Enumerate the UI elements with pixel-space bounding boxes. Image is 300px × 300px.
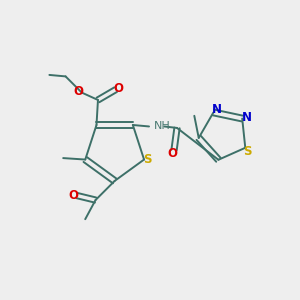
Text: N: N — [212, 103, 221, 116]
Text: O: O — [114, 82, 124, 95]
Text: N: N — [242, 111, 252, 124]
Text: S: S — [243, 145, 252, 158]
Text: O: O — [69, 189, 79, 202]
Text: NH: NH — [154, 122, 170, 131]
Text: S: S — [143, 153, 152, 166]
Text: O: O — [168, 147, 178, 160]
Text: O: O — [73, 85, 83, 98]
